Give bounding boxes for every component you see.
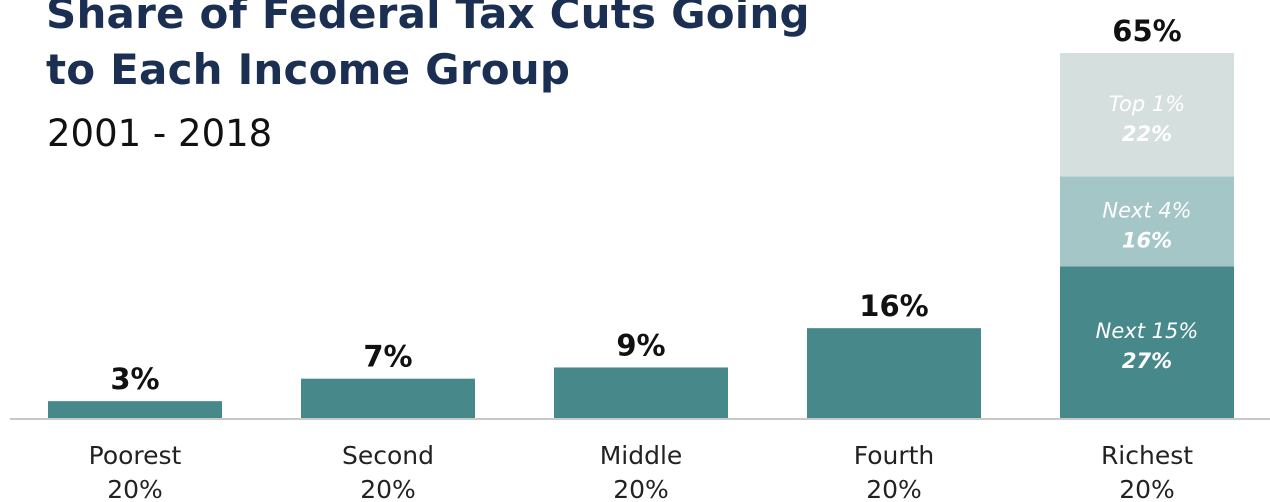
chart-subtitle: 2001 - 2018: [47, 112, 273, 155]
bar-middle-20: [554, 367, 728, 418]
value-label-richest-20: 65%: [1112, 14, 1181, 48]
segment-value-top-1-: 22%: [1122, 122, 1172, 146]
segment-value-next-15-: 27%: [1122, 349, 1172, 373]
category-label-middle-20-line-2: 20%: [613, 475, 669, 502]
category-label-poorest-20-line-2: 20%: [107, 475, 163, 502]
segment-value-next-4-: 16%: [1122, 228, 1172, 252]
category-label-fourth-20-line-1: Fourth: [854, 441, 935, 470]
bar-segment-top-1-: [1060, 53, 1234, 177]
bar-segment-next-15-: [1060, 266, 1234, 418]
chart-title-line-1: Share of Federal Tax Cuts Going: [46, 0, 810, 38]
value-label-poorest-20: 3%: [110, 362, 159, 396]
category-label-richest-20-line-1: Richest: [1101, 441, 1193, 470]
category-label-poorest-20-line-1: Poorest: [89, 441, 182, 470]
bar-second-20: [301, 378, 475, 418]
chart-title-line-2: to Each Income Group: [46, 45, 571, 94]
value-label-middle-20: 9%: [616, 328, 665, 362]
segment-label-next-4-: Next 4%: [1102, 198, 1191, 222]
category-label-richest-20-line-2: 20%: [1119, 475, 1175, 502]
chart-title: Share of Federal Tax Cuts Going to Each …: [46, 0, 810, 98]
bar-poorest-20: [48, 401, 222, 418]
bar-segment-next-4-: [1060, 176, 1234, 267]
segment-label-next-15-: Next 15%: [1096, 319, 1199, 343]
value-label-fourth-20: 16%: [859, 289, 928, 323]
value-label-second-20: 7%: [363, 340, 412, 374]
category-label-second-20-line-2: 20%: [360, 475, 416, 502]
category-label-second-20-line-1: Second: [342, 441, 434, 470]
category-label-middle-20-line-1: Middle: [600, 441, 683, 470]
segment-label-top-1-: Top 1%: [1109, 92, 1185, 116]
category-label-fourth-20-line-2: 20%: [866, 475, 922, 502]
bar-fourth-20: [807, 328, 981, 418]
